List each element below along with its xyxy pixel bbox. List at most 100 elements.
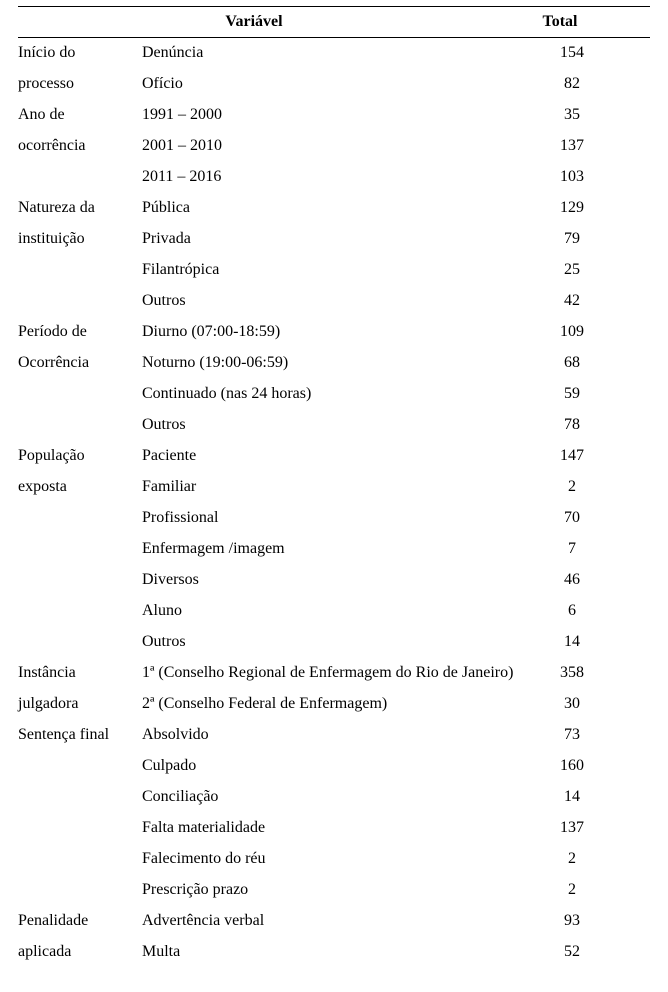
row-value: 129	[514, 199, 630, 217]
row-subcategory: Profissional	[142, 509, 514, 527]
row-value: 42	[514, 292, 630, 310]
table-row: Início do Denúncia 154	[18, 44, 650, 75]
row-value: 109	[514, 323, 630, 341]
row-value: 14	[514, 633, 630, 651]
row-value: 70	[514, 509, 630, 527]
table-row: Profissional 70	[18, 509, 650, 540]
table-row: Continuado (nas 24 horas) 59	[18, 385, 650, 416]
row-category: Ano de	[18, 106, 142, 124]
table-row: 2011 – 2016 103	[18, 168, 650, 199]
row-value: 7	[514, 540, 630, 558]
row-value: 160	[514, 757, 630, 775]
row-subcategory: Outros	[142, 633, 514, 651]
table-row: Ano de 1991 – 2000 35	[18, 106, 650, 137]
row-value: 30	[514, 695, 630, 713]
table-row: Penalidade Advertência verbal 93	[18, 912, 650, 943]
row-category: Início do	[18, 44, 142, 62]
table-row: processo Ofício 82	[18, 75, 650, 106]
row-value: 6	[514, 602, 630, 620]
row-value: 103	[514, 168, 630, 186]
row-value: 358	[514, 664, 630, 682]
row-value: 2	[514, 478, 630, 496]
row-subcategory: Diurno (07:00-18:59)	[142, 323, 514, 341]
row-subcategory: Noturno (19:00-06:59)	[142, 354, 514, 372]
table-row: Instância 1ª (Conselho Regional de Enfer…	[18, 664, 650, 695]
row-subcategory: Privada	[142, 230, 514, 248]
row-subcategory: Filantrópica	[142, 261, 514, 279]
row-subcategory: Multa	[142, 943, 514, 961]
row-category: ocorrência	[18, 137, 142, 155]
row-value: 52	[514, 943, 630, 961]
row-subcategory: Paciente	[142, 447, 514, 465]
table-row: Outros 42	[18, 292, 650, 323]
header-total: Total	[490, 13, 630, 31]
row-category: Sentença final	[18, 726, 142, 744]
row-value: 147	[514, 447, 630, 465]
table-row: ocorrência 2001 – 2010 137	[18, 137, 650, 168]
table-row: Sentença final Absolvido 73	[18, 726, 650, 757]
table-row: Período de Diurno (07:00-18:59) 109	[18, 323, 650, 354]
row-category: Período de	[18, 323, 142, 341]
row-subcategory: Conciliação	[142, 788, 514, 806]
table-row: Filantrópica 25	[18, 261, 650, 292]
row-subcategory: Absolvido	[142, 726, 514, 744]
row-subcategory: 2ª (Conselho Federal de Enfermagem)	[142, 695, 514, 713]
table-row: Falta materialidade 137	[18, 819, 650, 850]
row-subcategory: 2011 – 2016	[142, 168, 514, 186]
row-category: Instância	[18, 664, 142, 682]
row-category: Penalidade	[18, 912, 142, 930]
table-row: aplicada Multa 52	[18, 943, 650, 974]
row-value: 2	[514, 850, 630, 868]
table-header-row: Variável Total	[18, 6, 650, 38]
row-value: 25	[514, 261, 630, 279]
row-value: 82	[514, 75, 630, 93]
row-value: 2	[514, 881, 630, 899]
row-value: 93	[514, 912, 630, 930]
row-value: 154	[514, 44, 630, 62]
row-value: 14	[514, 788, 630, 806]
row-category: Ocorrência	[18, 354, 142, 372]
row-value: 46	[514, 571, 630, 589]
row-value: 78	[514, 416, 630, 434]
table-row: Natureza da Pública 129	[18, 199, 650, 230]
table-row: Culpado 160	[18, 757, 650, 788]
row-category: População	[18, 447, 142, 465]
row-subcategory: Culpado	[142, 757, 514, 775]
table-row: Conciliação 14	[18, 788, 650, 819]
row-subcategory: Advertência verbal	[142, 912, 514, 930]
document-page: Variável Total Início do Denúncia 154 pr…	[0, 0, 668, 992]
table-row: Falecimento do réu 2	[18, 850, 650, 881]
table-row: exposta Familiar 2	[18, 478, 650, 509]
row-category: Natureza da	[18, 199, 142, 217]
table-row: População Paciente 147	[18, 447, 650, 478]
table-row: Enfermagem /imagem 7	[18, 540, 650, 571]
row-value: 79	[514, 230, 630, 248]
table-row: instituição Privada 79	[18, 230, 650, 261]
row-subcategory: Prescrição prazo	[142, 881, 514, 899]
row-subcategory: Outros	[142, 292, 514, 310]
row-category: processo	[18, 75, 142, 93]
row-category: julgadora	[18, 695, 142, 713]
row-category: instituição	[18, 230, 142, 248]
row-value: 68	[514, 354, 630, 372]
table-row: Ocorrência Noturno (19:00-06:59) 68	[18, 354, 650, 385]
row-subcategory: Continuado (nas 24 horas)	[142, 385, 514, 403]
row-subcategory: Pública	[142, 199, 514, 217]
table-row: Outros 78	[18, 416, 650, 447]
table-row: Outros 14	[18, 633, 650, 664]
row-subcategory: 1ª (Conselho Regional de Enfermagem do R…	[142, 664, 514, 682]
row-value: 35	[514, 106, 630, 124]
row-value: 137	[514, 819, 630, 837]
row-subcategory: Outros	[142, 416, 514, 434]
row-value: 59	[514, 385, 630, 403]
table-row: Aluno 6	[18, 602, 650, 633]
row-category: aplicada	[18, 943, 142, 961]
row-subcategory: 2001 – 2010	[142, 137, 514, 155]
table-body: Início do Denúncia 154 processo Ofício 8…	[18, 38, 650, 974]
row-subcategory: Diversos	[142, 571, 514, 589]
row-subcategory: Falecimento do réu	[142, 850, 514, 868]
row-value: 73	[514, 726, 630, 744]
header-variavel: Variável	[18, 13, 490, 31]
row-subcategory: Aluno	[142, 602, 514, 620]
table-row: Diversos 46	[18, 571, 650, 602]
